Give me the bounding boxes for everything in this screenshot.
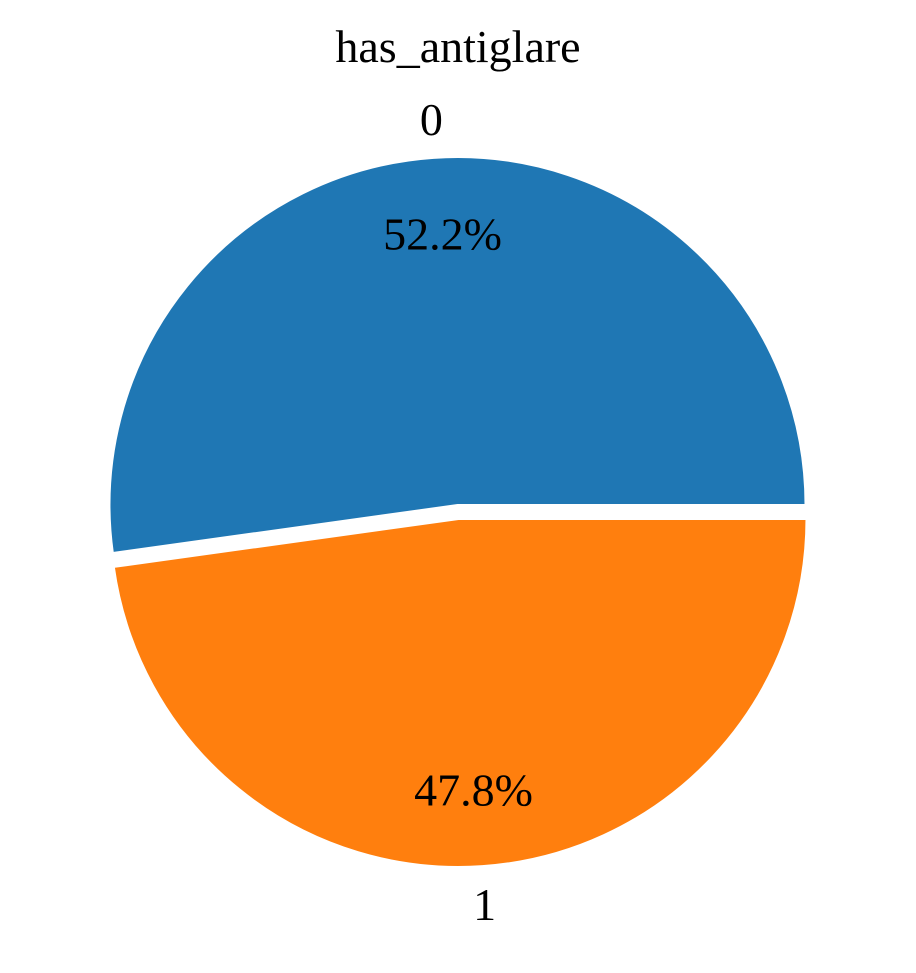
pie-slice-1 [112,517,808,868]
chart-title: has_antiglare [335,21,580,72]
pie-slice-0 [108,156,807,555]
percent-label-1: 47.8% [414,764,533,815]
labels-layer: 52.2% 0 47.8% 1 [383,94,533,930]
category-label-1: 1 [473,879,496,930]
percent-label-0: 52.2% [383,209,502,260]
slices-layer [108,156,808,868]
category-label-0: 0 [420,94,443,145]
